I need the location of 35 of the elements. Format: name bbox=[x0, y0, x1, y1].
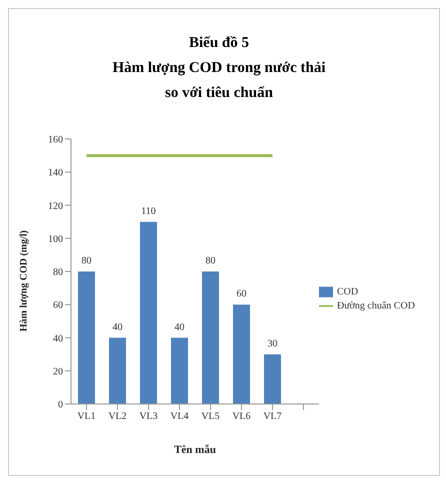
x-tick-label: VL4 bbox=[170, 411, 189, 422]
x-axis-title: Tên mẫu bbox=[174, 444, 216, 456]
data-label: 30 bbox=[268, 338, 278, 350]
y-tick-label: 40 bbox=[53, 333, 63, 344]
data-label: 60 bbox=[236, 288, 246, 300]
data-label: 80 bbox=[206, 256, 216, 266]
legend-label: COD bbox=[337, 286, 358, 298]
y-tick-label: 20 bbox=[53, 366, 63, 378]
x-tick-label: VL3 bbox=[139, 411, 158, 422]
data-label: 110 bbox=[141, 206, 156, 217]
bar bbox=[140, 222, 157, 404]
x-tick-label: VL6 bbox=[232, 411, 251, 422]
bar bbox=[171, 338, 188, 404]
data-label: 80 bbox=[82, 256, 92, 266]
data-label: 40 bbox=[112, 322, 122, 333]
bar bbox=[78, 272, 95, 404]
bar bbox=[233, 304, 250, 404]
chart-title: Biểu đồ 5 Hàm lượng COD trong nước thải so với tiêu chuẩn bbox=[111, 34, 327, 103]
legend-label: Đường chuẩn COD bbox=[337, 300, 415, 312]
x-tick-label: VL2 bbox=[108, 411, 127, 422]
y-axis-title: Hàm lượng COD (mg/l) bbox=[18, 230, 30, 332]
y-tick-label: 60 bbox=[53, 300, 63, 312]
x-tick-label: VL1 bbox=[77, 411, 96, 422]
y-tick-label: 120 bbox=[48, 200, 63, 212]
y-tick-label: 0 bbox=[58, 400, 63, 411]
y-tick-label: 100 bbox=[48, 234, 63, 245]
bar bbox=[202, 272, 219, 404]
x-tick-label: VL5 bbox=[201, 411, 220, 422]
x-tick-label: VL7 bbox=[263, 411, 282, 422]
y-tick-label: 80 bbox=[53, 267, 63, 278]
data-label: 40 bbox=[174, 322, 184, 333]
bar bbox=[109, 338, 126, 404]
y-tick-label: 160 bbox=[48, 134, 63, 146]
bar bbox=[264, 354, 281, 404]
y-tick-label: 140 bbox=[48, 168, 63, 179]
